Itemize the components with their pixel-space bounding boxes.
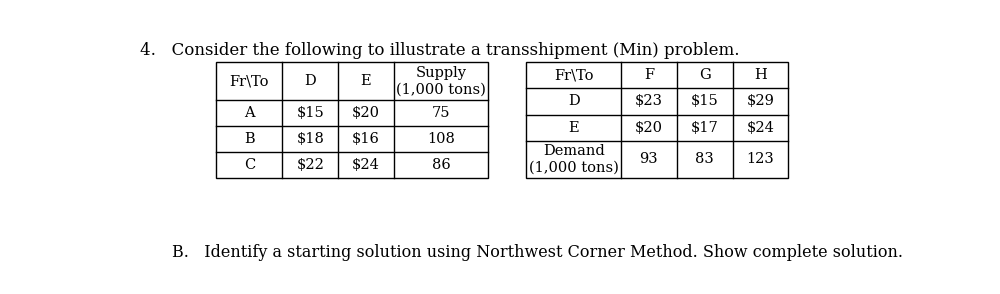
Text: 86: 86 [432,158,451,172]
Text: 83: 83 [695,152,714,166]
Text: Demand
(1,000 tons): Demand (1,000 tons) [529,144,619,174]
Text: $24: $24 [747,121,774,135]
Text: $15: $15 [296,106,324,120]
Text: 75: 75 [432,106,450,120]
Text: $24: $24 [352,158,380,172]
Text: E: E [568,121,579,135]
Text: 93: 93 [640,152,658,166]
Text: $16: $16 [352,132,380,146]
Text: Fr\To: Fr\To [230,74,269,88]
Text: $18: $18 [296,132,324,146]
Text: $20: $20 [635,121,663,135]
Text: $17: $17 [691,121,719,135]
Text: D: D [304,74,316,88]
Text: $15: $15 [691,94,719,108]
Text: $29: $29 [747,94,774,108]
Text: B.   Identify a starting solution using Northwest Corner Method. Show complete s: B. Identify a starting solution using No… [172,243,902,260]
Text: 123: 123 [747,152,774,166]
Text: 4.   Consider the following to illustrate a transshipment (Min) problem.: 4. Consider the following to illustrate … [140,42,740,59]
Text: $22: $22 [296,158,324,172]
Bar [526,62,788,178]
Text: H: H [754,69,767,82]
Bar [216,62,488,178]
Text: $20: $20 [352,106,380,120]
Text: F: F [644,69,654,82]
Text: 108: 108 [427,132,455,146]
Text: $23: $23 [635,94,663,108]
Text: E: E [361,74,371,88]
Text: C: C [244,158,255,172]
Text: D: D [568,94,580,108]
Text: Fr\To: Fr\To [554,69,593,82]
Text: Supply
(1,000 tons): Supply (1,000 tons) [396,66,486,96]
Text: A: A [244,106,255,120]
Text: B: B [244,132,255,146]
Text: G: G [699,69,711,82]
